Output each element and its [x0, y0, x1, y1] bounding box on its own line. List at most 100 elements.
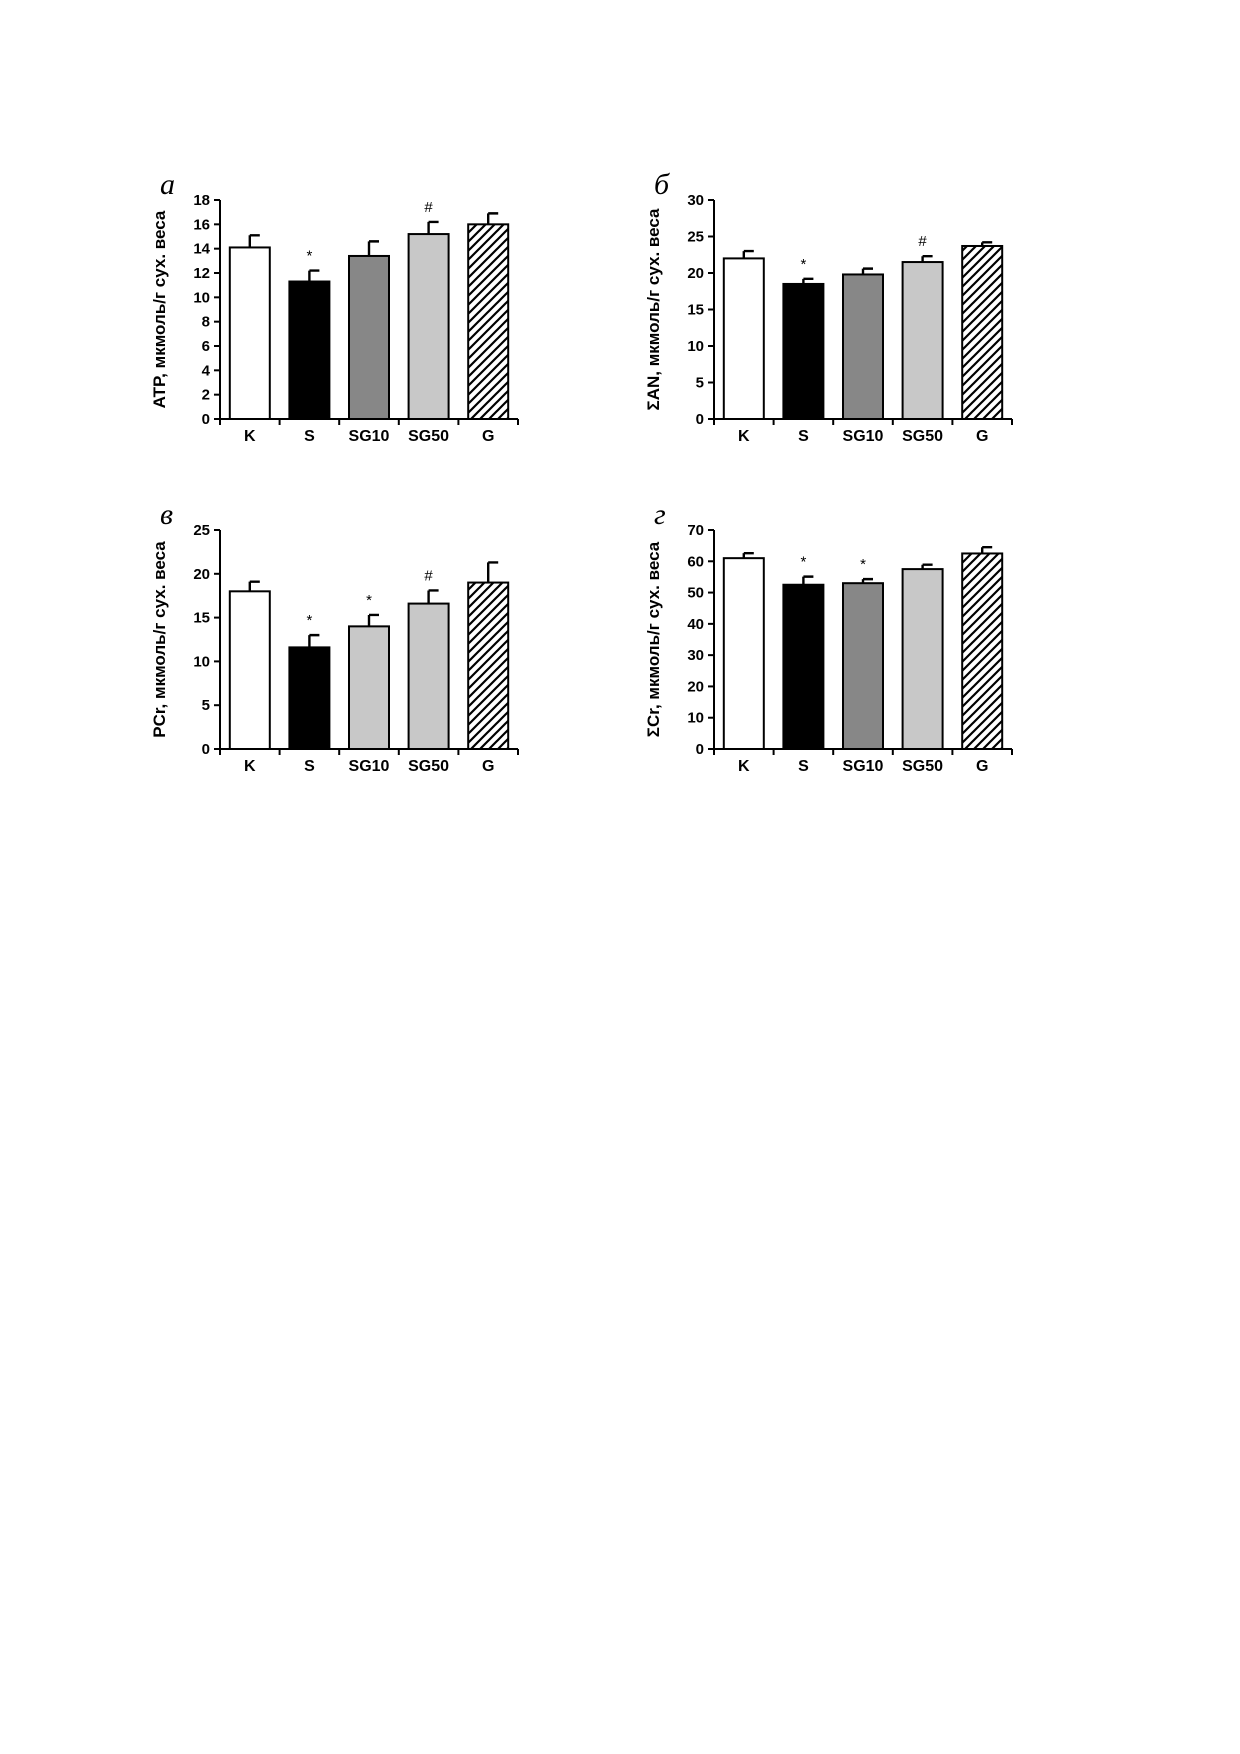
bar-chart-sum-an: K * S SG10 # SG50 G 0 5 10 15 20 25 30 ΣAN, мкмоль/г с… — [644, 192, 1013, 445]
x-tick-label: S — [798, 428, 809, 445]
x-tick-label: S — [304, 428, 315, 445]
bar-chart-atp: K * S SG10 # SG50 G 0 2 4 6 8 10 12 14 16 18 ATP, мкмоль/… — [150, 192, 519, 445]
y-tick-label: 20 — [687, 265, 704, 282]
error-bar-s — [308, 269, 320, 282]
y-tick-label: 50 — [687, 585, 704, 602]
y-tick-label: 10 — [687, 338, 704, 355]
y-tick-label: 0 — [202, 411, 210, 428]
bar-k — [228, 246, 271, 420]
x-tick-label: K — [244, 428, 256, 445]
bar-k — [228, 590, 271, 750]
x-tick-label: SG10 — [349, 758, 390, 775]
error-bar-g — [981, 546, 993, 554]
y-tick-label: 25 — [193, 522, 210, 539]
y-tick-label: 0 — [202, 741, 210, 758]
x-tick-label: S — [798, 758, 809, 775]
x-tick-label: K — [738, 428, 750, 445]
x-tick-label: SG50 — [408, 758, 449, 775]
x-tick-label: SG10 — [843, 758, 884, 775]
y-tick-label: 18 — [193, 192, 210, 209]
y-axis-label: PCr, мкмоль/г сух. веса — [150, 541, 169, 738]
x-tick-label: SG10 — [349, 428, 390, 445]
error-bar-sg10 — [367, 240, 379, 256]
x-tick-label: K — [738, 758, 750, 775]
y-tick-label: 15 — [193, 610, 210, 627]
panel-letter: б — [654, 168, 670, 201]
significance-mark: * — [306, 612, 312, 629]
panel-d: г K * S * SG10 SG50 G 0 10 20 30 40 50 60 70 ΣCr, мкмол… — [640, 498, 1160, 838]
bar-g — [961, 552, 1004, 751]
x-tick-label: SG50 — [902, 758, 943, 775]
x-tick-label: S — [304, 758, 315, 775]
y-tick-label: 20 — [687, 678, 704, 695]
bar-sg10 — [842, 273, 884, 420]
x-tick-label: SG50 — [408, 428, 449, 445]
bar-s — [288, 280, 331, 421]
significance-mark: * — [860, 556, 866, 573]
y-tick-label: 2 — [202, 387, 210, 404]
x-tick-label: G — [976, 758, 988, 775]
y-tick-label: 5 — [696, 375, 704, 392]
panel-letter: г — [654, 498, 666, 531]
error-bar-sg50 — [427, 589, 439, 604]
bar-sg10 — [842, 582, 884, 750]
y-tick-label: 70 — [687, 522, 704, 539]
x-tick-label: G — [482, 428, 494, 445]
y-axis-label: ΣAN, мкмоль/г сух. веса — [644, 208, 663, 411]
error-bar-k — [248, 234, 260, 248]
bar-s — [782, 282, 825, 420]
error-bar-sg10 — [367, 613, 379, 627]
y-tick-label: 16 — [193, 216, 210, 233]
y-tick-label: 10 — [193, 289, 210, 306]
panel-letter: в — [160, 498, 174, 531]
significance-mark: # — [424, 199, 433, 216]
panel-letter: а — [160, 168, 175, 201]
error-bar-sg50 — [427, 220, 439, 235]
y-tick-label: 15 — [687, 302, 704, 319]
significance-mark: * — [800, 256, 806, 273]
y-tick-label: 4 — [202, 362, 211, 379]
panel-b: б K * S SG10 # SG50 G 0 5 10 15 20 25 30 ΣAN, мкмоль/г… — [640, 168, 1160, 508]
y-tick-label: 0 — [696, 411, 704, 428]
y-tick-label: 20 — [193, 566, 210, 583]
bar-sg50 — [901, 568, 944, 750]
y-tick-label: 8 — [202, 314, 210, 331]
x-tick-label: G — [482, 758, 494, 775]
error-bar-s — [308, 633, 320, 648]
error-bar-k — [742, 249, 754, 259]
significance-mark: # — [424, 567, 433, 584]
significance-mark: # — [918, 233, 927, 250]
error-bar-s — [802, 575, 814, 585]
error-bar-g — [487, 212, 499, 225]
bar-sg50 — [407, 233, 450, 420]
y-tick-label: 14 — [193, 241, 210, 258]
y-tick-label: 6 — [202, 338, 210, 355]
bar-chart-pcr: K * S * SG10 # SG50 G 0 5 10 15 20 25 PCr, мкмоль/г су… — [150, 522, 519, 775]
bar-k — [722, 557, 765, 750]
error-bar-k — [248, 580, 260, 592]
error-bar-g — [487, 561, 499, 583]
significance-mark: * — [800, 554, 806, 571]
panel-a: а K * S SG10 # SG50 G 0 2 4 6 8 10 12 14 16 18 ATP, мкмол… — [146, 168, 666, 508]
bar-k — [722, 257, 765, 421]
y-tick-label: 5 — [202, 697, 210, 714]
y-axis-label: ΣCr, мкмоль/г сух. веса — [644, 541, 663, 737]
bar-sg50 — [407, 602, 450, 750]
bar-g — [961, 244, 1004, 420]
y-tick-label: 10 — [687, 710, 704, 727]
x-tick-label: K — [244, 758, 256, 775]
y-tick-label: 12 — [193, 265, 210, 282]
significance-mark: * — [366, 592, 372, 609]
bar-g — [467, 581, 510, 750]
y-axis-label: ATP, мкмоль/г сух. веса — [150, 210, 169, 408]
bar-s — [288, 646, 331, 750]
x-tick-label: SG10 — [843, 428, 884, 445]
y-tick-label: 60 — [687, 553, 704, 570]
panel-c: в K * S * SG10 # SG50 G 0 5 10 15 20 25 PCr, мкмоль/г … — [146, 498, 666, 838]
x-tick-label: SG50 — [902, 428, 943, 445]
x-tick-label: G — [976, 428, 988, 445]
y-tick-label: 0 — [696, 741, 704, 758]
y-tick-label: 30 — [687, 192, 704, 209]
bar-sg50 — [901, 261, 944, 420]
significance-mark: * — [306, 248, 312, 265]
